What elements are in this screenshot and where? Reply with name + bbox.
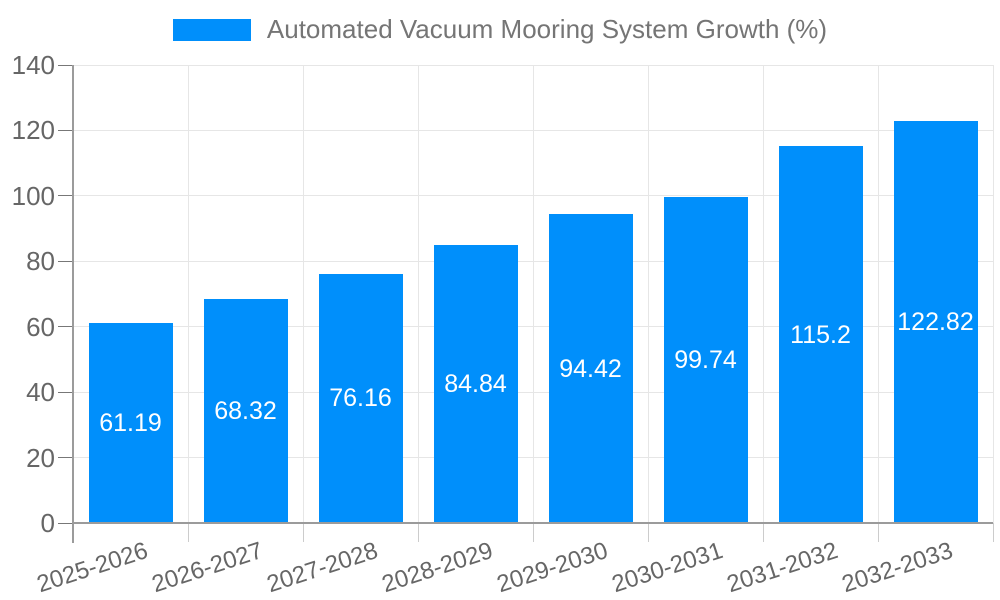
y-tick-label: 140 (11, 50, 55, 80)
bar-value-label: 68.32 (214, 397, 277, 426)
x-category-label: 2025-2026 (33, 537, 151, 599)
y-tick-mark (58, 195, 73, 197)
bar-value-label: 99.74 (674, 345, 737, 374)
x-tick-mark (532, 523, 534, 542)
y-tick-label: 80 (26, 246, 55, 277)
x-category-label: 2027-2028 (263, 537, 381, 599)
x-tick-mark (302, 523, 304, 542)
x-tick-mark (762, 523, 764, 542)
x-axis-line (73, 522, 993, 524)
y-tick-label: 120 (11, 115, 55, 146)
x-tick-mark (187, 523, 189, 542)
bar[interactable] (88, 322, 173, 523)
y-tick-mark (58, 64, 73, 66)
y-tick-mark (58, 457, 73, 459)
v-gridline (532, 65, 534, 523)
bar-value-label: 61.19 (99, 408, 162, 437)
legend[interactable]: Automated Vacuum Mooring System Growth (… (0, 14, 1000, 45)
x-category-label: 2031-2032 (723, 537, 841, 599)
v-gridline (647, 65, 649, 523)
bar[interactable] (318, 273, 403, 523)
y-tick-mark (58, 326, 73, 328)
y-tick-label: 100 (11, 180, 55, 211)
y-tick-label: 0 (40, 508, 55, 538)
x-category-label: 2026-2027 (148, 537, 266, 599)
bar-value-label: 94.42 (559, 354, 622, 383)
v-gridline (992, 65, 994, 523)
x-category-label: 2028-2029 (378, 537, 496, 599)
y-tick-mark (58, 260, 73, 262)
v-gridline (417, 65, 419, 523)
y-axis-line (72, 65, 74, 543)
legend-label: Automated Vacuum Mooring System Growth (… (266, 14, 828, 44)
y-tick-label: 40 (26, 377, 55, 408)
bar[interactable] (203, 299, 288, 523)
x-category-label: 2029-2030 (493, 537, 611, 599)
v-gridline (187, 65, 189, 523)
y-tick-label: 60 (26, 311, 55, 342)
bar-value-label: 84.84 (444, 370, 507, 399)
bar[interactable] (548, 214, 633, 523)
y-tick-mark (58, 129, 73, 131)
x-tick-mark (877, 523, 879, 542)
x-tick-mark (417, 523, 419, 542)
bar-value-label: 122.82 (897, 308, 974, 337)
y-tick-mark (58, 391, 73, 393)
x-tick-mark (647, 523, 649, 542)
x-tick-mark (992, 523, 994, 542)
bar-value-label: 115.2 (790, 320, 851, 349)
y-tick-label: 20 (26, 442, 55, 473)
bar[interactable] (778, 146, 863, 523)
v-gridline (762, 65, 764, 523)
legend-swatch-icon (172, 18, 251, 41)
v-gridline (877, 65, 879, 523)
bar[interactable] (893, 121, 978, 523)
v-gridline (302, 65, 304, 523)
bar-value-label: 76.16 (329, 384, 392, 413)
y-tick-mark (58, 522, 73, 524)
bar[interactable] (663, 196, 748, 523)
x-category-label: 2032-2033 (838, 537, 956, 599)
bar[interactable] (433, 245, 518, 523)
x-category-label: 2030-2031 (608, 537, 726, 599)
